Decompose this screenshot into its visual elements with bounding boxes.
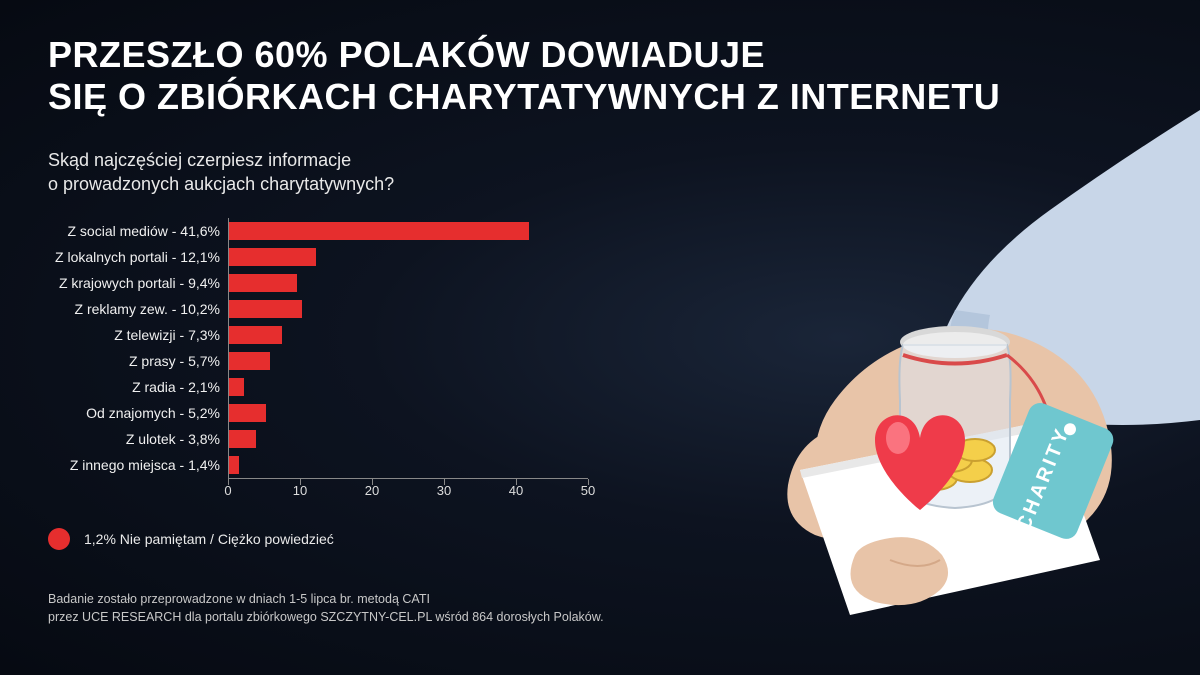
- chart-bar: [229, 352, 270, 370]
- finger-overlay: [851, 537, 949, 605]
- footnote: Badanie zostało przeprowadzone w dniach …: [48, 590, 604, 626]
- chart-row-label: Z social mediów - 41,6%: [48, 223, 228, 239]
- chart-row-label: Od znajomych - 5,2%: [48, 405, 228, 421]
- chart-bar: [229, 456, 239, 474]
- chart-row: Z prasy - 5,7%: [48, 348, 588, 374]
- chart-row: Z krajowych portali - 9,4%: [48, 270, 588, 296]
- chart-row-bararea: [228, 218, 588, 244]
- chart-tick-label: 30: [437, 483, 451, 498]
- legend-dot-icon: [48, 528, 70, 550]
- chart-bar: [229, 430, 256, 448]
- footnote-line1: Badanie zostało przeprowadzone w dniach …: [48, 590, 604, 608]
- bar-chart: Z social mediów - 41,6% Z lokalnych porta…: [48, 218, 588, 502]
- chart-tick-label: 0: [224, 483, 231, 498]
- chart-row-label: Z telewizji - 7,3%: [48, 327, 228, 343]
- chart-row: Z innego miejsca - 1,4%: [48, 452, 588, 478]
- chart-bar: [229, 248, 316, 266]
- chart-row: Z social mediów - 41,6%: [48, 218, 588, 244]
- chart-row-bararea: [228, 426, 588, 452]
- chart-row-label: Z innego miejsca - 1,4%: [48, 457, 228, 473]
- legend-text: 1,2% Nie pamiętam / Ciężko powiedzieć: [84, 531, 334, 547]
- chart-row-bararea: [228, 270, 588, 296]
- chart-bar: [229, 274, 297, 292]
- chart-tick-label: 10: [293, 483, 307, 498]
- chart-row: Z lokalnych portali - 12,1%: [48, 244, 588, 270]
- chart-tick-label: 50: [581, 483, 595, 498]
- subhead-line1: Skąd najczęściej czerpiesz informacje: [48, 148, 394, 172]
- footnote-line2: przez UCE RESEARCH dla portalu zbiórkowe…: [48, 608, 604, 626]
- chart-row-bararea: [228, 348, 588, 374]
- chart-row: Z telewizji - 7,3%: [48, 322, 588, 348]
- chart-row-bararea: [228, 322, 588, 348]
- chart-bar: [229, 300, 302, 318]
- chart-row-label: Z reklamy zew. - 10,2%: [48, 301, 228, 317]
- chart-row-label: Z krajowych portali - 9,4%: [48, 275, 228, 291]
- chart-bar: [229, 326, 282, 344]
- chart-bar: [229, 404, 266, 422]
- chart-x-axis: 01020304050: [48, 478, 588, 502]
- chart-ticks: 01020304050: [228, 478, 588, 502]
- chart-row-bararea: [228, 374, 588, 400]
- chart-row-bararea: [228, 296, 588, 322]
- chart-row-bararea: [228, 244, 588, 270]
- chart-row: Od znajomych - 5,2%: [48, 400, 588, 426]
- chart-row-label: Z radia - 2,1%: [48, 379, 228, 395]
- chart-bar: [229, 378, 244, 396]
- chart-row-bararea: [228, 452, 588, 478]
- chart-tick-label: 20: [365, 483, 379, 498]
- legend: 1,2% Nie pamiętam / Ciężko powiedzieć: [48, 528, 334, 550]
- chart-tick-label: 40: [509, 483, 523, 498]
- chart-row-label: Z lokalnych portali - 12,1%: [48, 249, 228, 265]
- subheading: Skąd najczęściej czerpiesz informacje o …: [48, 148, 394, 197]
- chart-row: Z reklamy zew. - 10,2%: [48, 296, 588, 322]
- chart-row: Z ulotek - 3,8%: [48, 426, 588, 452]
- chart-bar: [229, 222, 529, 240]
- illustration: CHARITY: [620, 0, 1200, 675]
- chart-row-label: Z prasy - 5,7%: [48, 353, 228, 369]
- subhead-line2: o prowadzonych aukcjach charytatywnych?: [48, 172, 394, 196]
- chart-row-label: Z ulotek - 3,8%: [48, 431, 228, 447]
- chart-row-bararea: [228, 400, 588, 426]
- chart-row: Z radia - 2,1%: [48, 374, 588, 400]
